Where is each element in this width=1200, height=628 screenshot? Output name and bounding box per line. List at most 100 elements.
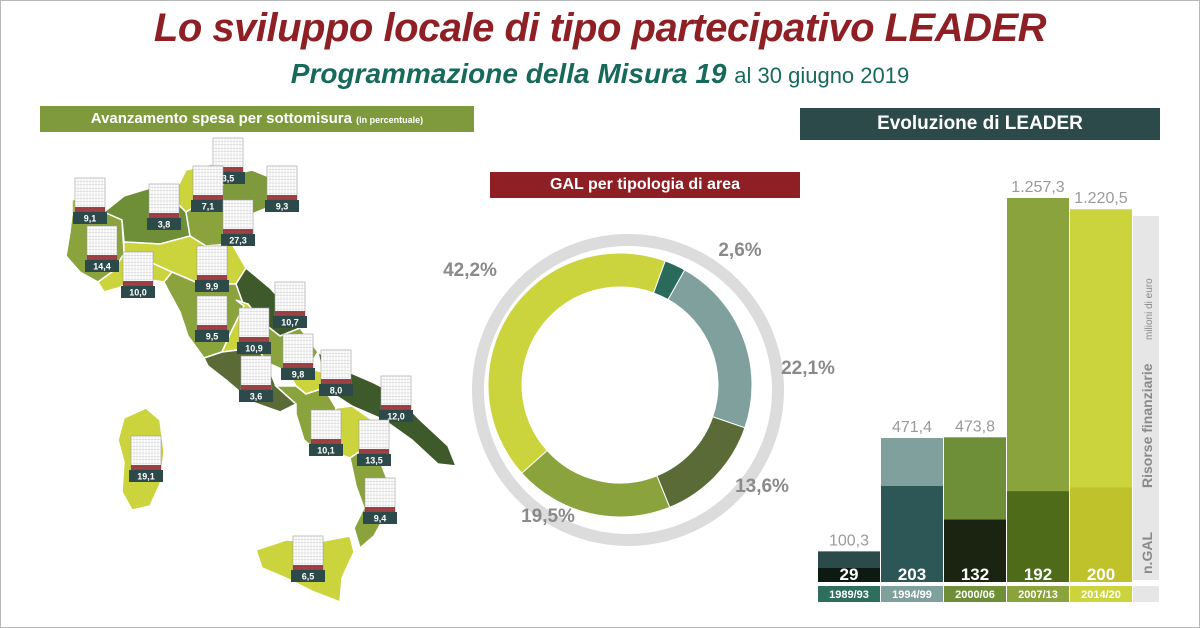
period-label: 2007/13 [1018,589,1058,601]
map-marker: 10,7 [273,281,307,328]
map-markers: 3,5 9,1 3,8 7,1 9,3 27,3 14,4 10,0 9,9 10,7 9,5 10,… [73,137,413,582]
map-marker-fill [293,565,323,570]
bar-value-label: 1.220,5 [1074,190,1127,207]
map-marker: 12,0 [379,375,413,422]
map-marker-label-bg [237,342,271,354]
map-marker-fill [87,255,117,260]
map-marker-value: 3,5 [222,174,235,184]
side-period-spacer [1133,586,1159,602]
map-marker: 10,1 [309,409,343,456]
map-marker-label-bg [195,280,229,292]
bar-gal-label: 132 [961,565,989,584]
bar-gal-label: 203 [898,565,926,584]
map-marker-label-bg [85,260,119,272]
bar-value-label: 1.257,3 [1011,179,1064,196]
map-title-text: Avanzamento spesa per sottomisura [90,110,352,127]
map-title-note: (in percentuale) [356,115,424,125]
map-marker-label-bg [195,330,229,342]
map-marker: 10,9 [237,307,271,354]
map-marker-value: 8,0 [330,386,343,396]
map-marker-label-bg [273,316,307,328]
map-marker-fill [381,405,411,410]
map-marker-label-bg [265,200,299,212]
donut-slice-label: 19,5% [521,506,575,527]
map-marker-fill [321,379,351,384]
evolution-bar-chart: Risorse finanziarie milioni di euro n.GAL 1… [818,179,1159,602]
bar-gal [818,568,880,582]
map-marker-fill [283,363,313,368]
map-marker-label-bg [73,212,107,224]
map-marker-label-bg [291,570,325,582]
map-marker-label-bg [191,200,225,212]
donut-slice-label: 42,2% [443,260,497,281]
map-marker-value: 9,3 [276,202,289,212]
bar-gal [944,519,1006,582]
map-marker-fill [123,281,153,286]
donut-slice-label: 2,6% [718,240,761,261]
map-marker-fill [365,507,395,512]
bar-value-label: 100,3 [829,532,869,549]
map-marker-label-bg [147,218,181,230]
side-label-unit: milioni di euro [1144,278,1155,340]
map-marker-fill [359,449,389,454]
map-marker: 19,1 [129,435,163,482]
map-marker: 10,0 [121,251,155,298]
page-title: Lo sviluppo locale di tipo partecipativo… [153,6,1047,50]
bar-gal [1070,487,1132,582]
evo-section-title: Evoluzione di LEADER [800,108,1160,140]
period-label-bg [944,586,1006,602]
map-marker: 9,4 [363,477,397,524]
map-marker-value: 10,0 [129,288,147,298]
map-marker-value: 3,6 [250,392,263,402]
map-marker-value: 9,4 [374,514,387,524]
period-label: 1994/99 [892,589,932,601]
map-marker: 7,1 [191,165,225,212]
map-marker-label-bg [363,512,397,524]
map-marker-value: 10,7 [281,318,299,328]
period-label: 2000/06 [955,589,995,601]
bar-gal-label: 192 [1024,565,1052,584]
subtitle-date: al 30 giugno 2019 [734,63,910,88]
bar-gal-label: 200 [1087,565,1115,584]
period-label: 2014/20 [1081,589,1121,601]
map-marker: 9,9 [195,245,229,292]
map-marker-fill [239,337,269,342]
map-marker-fill [241,385,271,390]
map-marker-label-bg [239,390,273,402]
map-marker: 27,3 [221,199,255,246]
map-marker-fill [75,207,105,212]
side-label-column [1133,216,1159,580]
map-marker-value: 9,5 [206,332,219,342]
map-marker: 3,8 [147,183,181,230]
bar-value-label: 471,4 [892,419,932,436]
map-marker: 8,0 [319,349,353,396]
map-marker-fill [311,439,341,444]
gal-donut-chart: 2,6% 22,1% 13,6% 19,5% 42,2% [443,234,835,546]
map-marker-fill [197,275,227,280]
donut-shadow-ring [472,234,784,546]
map-marker-label-bg [221,234,255,246]
map-marker-fill [223,229,253,234]
side-label-main: Risorse finanziarie [1139,363,1155,488]
map-marker-fill [149,213,179,218]
map-marker-value: 6,5 [302,572,315,582]
side-label-gal: n.GAL [1139,532,1155,574]
map-marker-value: 10,1 [317,446,335,456]
map-marker-label-bg [357,454,391,466]
map-marker: 3,6 [239,355,273,402]
map-marker-value: 10,9 [245,344,263,354]
bar-value-label: 473,8 [955,418,995,435]
period-label: 1989/93 [829,589,869,601]
map-marker-value: 14,4 [93,262,111,272]
donut-slice-label: 13,6% [735,476,789,497]
map-marker-fill [131,465,161,470]
map-marker-value: 9,1 [84,214,97,224]
map-marker-value: 12,0 [387,412,405,422]
map-marker-value: 13,5 [365,456,383,466]
map-marker-value: 9,9 [206,282,219,292]
map-marker-fill [197,325,227,330]
map-marker: 9,5 [195,295,229,342]
map-marker: 9,8 [281,333,315,380]
map-marker-value: 7,1 [202,202,215,212]
